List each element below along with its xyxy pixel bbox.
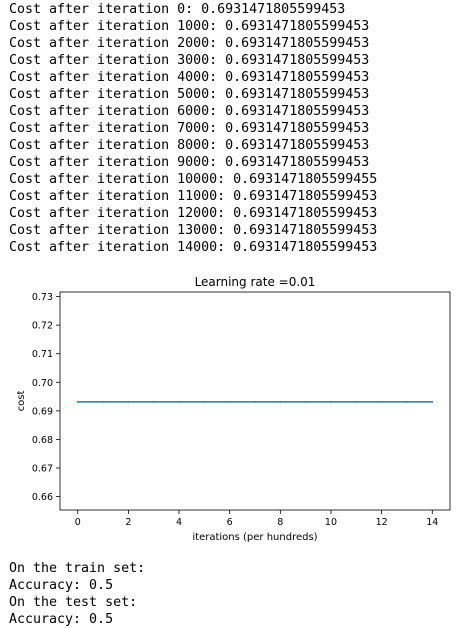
log-line: Cost after iteration 13000: 0.6931471805…	[9, 223, 378, 238]
y-tick-label: 0.71	[32, 349, 53, 360]
x-tick-label: 2	[125, 517, 131, 528]
log-line: Cost after iteration 12000: 0.6931471805…	[9, 206, 378, 221]
x-axis-label: iterations (per hundreds)	[192, 532, 317, 543]
result-line: On the test set:	[9, 595, 138, 610]
cost-data-point	[178, 400, 180, 403]
y-tick-label: 0.73	[32, 292, 53, 303]
log-line: Cost after iteration 10000: 0.6931471805…	[9, 172, 378, 187]
x-tick-label: 4	[176, 517, 182, 528]
training-log: Cost after iteration 0: 0.69314718055994…	[9, 1, 377, 256]
cost-data-point	[380, 400, 383, 403]
log-line: Cost after iteration 8000: 0.69314718055…	[9, 138, 370, 153]
result-line: Accuracy: 0.5	[9, 612, 114, 627]
cost-data-point	[406, 400, 408, 403]
cost-data-point	[254, 400, 256, 403]
y-tick-label: 0.72	[32, 321, 53, 332]
log-line: Cost after iteration 11000: 0.6931471805…	[9, 189, 378, 204]
accuracy-results: On the train set: Accuracy: 0.5 On the tes…	[9, 560, 145, 628]
log-line: Cost after iteration 2000: 0.69314718055…	[9, 36, 370, 51]
cost-data-point	[330, 400, 332, 403]
log-line: Cost after iteration 9000: 0.69314718055…	[9, 155, 370, 170]
cost-data-point	[127, 400, 130, 403]
log-line: Cost after iteration 1000: 0.69314718055…	[9, 19, 370, 34]
cost-data-point	[152, 400, 155, 403]
y-tick-label: 0.66	[32, 492, 53, 503]
log-line: Cost after iteration 14000: 0.6931471805…	[9, 240, 378, 255]
cost-data-point	[76, 400, 79, 403]
y-tick-label: 0.69	[32, 406, 53, 417]
cost-data-point	[431, 400, 434, 403]
result-line: Accuracy: 0.5	[9, 578, 114, 593]
log-line: Cost after iteration 7000: 0.69314718055…	[9, 121, 370, 136]
x-tick-label: 0	[75, 517, 81, 528]
cost-chart-svg: Learning rate =0.01 0 2 4 6 8 10 12 14 0.66 0.67 0.…	[16, 275, 451, 543]
y-tick-label: 0.68	[32, 435, 53, 446]
log-line: Cost after iteration 3000: 0.69314718055…	[9, 53, 370, 68]
result-line: On the train set:	[9, 561, 146, 576]
log-line: Cost after iteration 6000: 0.69314718055…	[9, 104, 370, 119]
cost-data-point	[203, 400, 206, 403]
cost-data-point	[279, 400, 282, 403]
log-line: Cost after iteration 5000: 0.69314718055…	[9, 87, 370, 102]
x-tick-label: 12	[376, 517, 388, 528]
x-tick-label: 6	[227, 517, 233, 528]
x-tick-label: 14	[426, 517, 438, 528]
y-tick-label: 0.70	[32, 378, 53, 389]
cost-data-point	[102, 400, 104, 403]
log-line: Cost after iteration 4000: 0.69314718055…	[9, 70, 370, 85]
cost-chart: Learning rate =0.01 0 2 4 6 8 10 12 14 0.66 0.67 0.…	[0, 270, 463, 550]
cost-data-point	[304, 400, 307, 403]
x-tick-label: 8	[277, 517, 283, 528]
y-axis-label: cost	[16, 391, 27, 412]
chart-title: Learning rate =0.01	[195, 275, 316, 289]
cost-data-point	[228, 400, 231, 403]
x-tick-label: 10	[325, 517, 337, 528]
cost-data-point	[355, 400, 358, 403]
y-tick-label: 0.67	[32, 464, 53, 475]
plot-frame	[59, 291, 451, 511]
log-line: Cost after iteration 0: 0.69314718055994…	[9, 2, 346, 17]
